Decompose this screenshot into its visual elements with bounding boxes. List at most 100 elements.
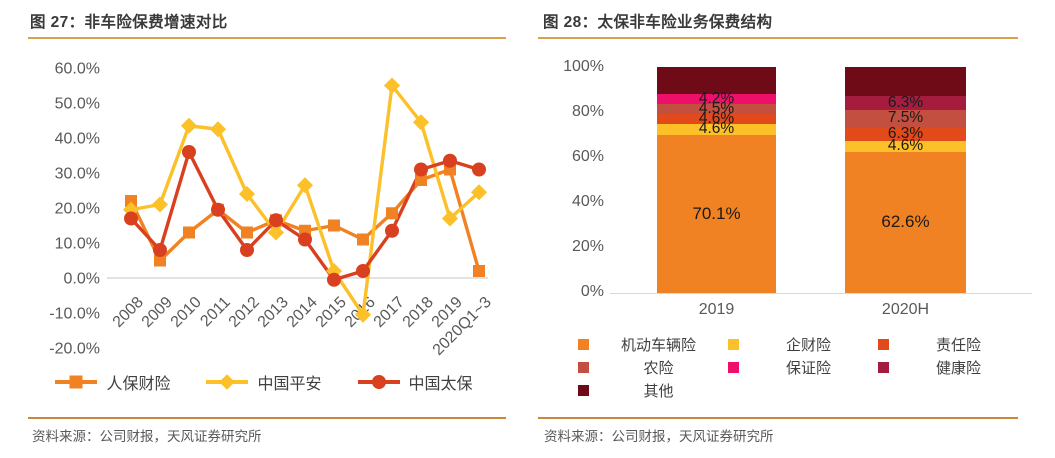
line-chart-legend: 人保财险 中国平安 中国太保 — [0, 370, 528, 394]
x-axis-tick-label: 2020H — [881, 301, 930, 318]
bar-segment — [657, 124, 776, 135]
legend-label: 健康险 — [935, 360, 981, 377]
bar-segment — [845, 126, 966, 142]
legend-label: 机动车辆险 — [620, 337, 696, 354]
legend-swatch-icon — [878, 339, 889, 350]
segment-data-label: 6.3% — [887, 125, 924, 143]
y-axis-tick-label: 60.0% — [55, 61, 100, 78]
data-point-marker — [153, 243, 167, 257]
segment-data-label: 4.5% — [698, 99, 735, 117]
data-point-marker — [472, 162, 486, 177]
data-point-marker — [328, 219, 340, 232]
data-point-marker — [414, 162, 428, 177]
y-axis-tick-label: 10.0% — [55, 236, 100, 253]
legend-swatch-icon — [728, 339, 739, 350]
x-axis-tick-label: 2011 — [197, 294, 233, 330]
y-axis-tick-label: 40% — [571, 193, 604, 210]
legend-item: 健康险 — [878, 357, 1028, 378]
figure-28-source-note: 资料来源：公司财报，天风证券研究所 — [544, 429, 774, 444]
bar-segment — [657, 94, 776, 104]
y-axis-tick-label: 0% — [580, 283, 604, 300]
data-point-marker — [296, 177, 314, 194]
bar-segment — [657, 103, 776, 114]
data-point-marker — [124, 211, 138, 226]
data-point-marker — [151, 196, 169, 213]
x-axis-tick-label: 2015 — [313, 294, 350, 331]
figure-27-source-note: 资料来源：公司财报，天风证券研究所 — [32, 429, 262, 444]
y-axis-tick-label: 60% — [571, 148, 604, 165]
y-axis-tick-label: 20.0% — [55, 201, 100, 218]
figure-27-title: 图 27：非车险保费增速对比 — [30, 14, 228, 31]
segment-data-label: 6.3% — [887, 93, 924, 111]
bar-chart-legend: 机动车辆险 企财险 责任险 农险 保证险 健康险 其他 — [578, 334, 1028, 401]
data-point-marker — [267, 224, 285, 241]
x-axis-tick-label: 2008 — [110, 294, 147, 331]
x-axis-tick-label: 2014 — [284, 294, 321, 331]
segment-data-label: 70.1% — [692, 203, 741, 223]
bar-chart-baseline — [610, 292, 1032, 294]
segment-data-label: 4.6% — [887, 137, 924, 155]
data-point-marker — [412, 114, 430, 131]
legend-swatch-icon — [878, 362, 889, 373]
segment-data-label: 4.6% — [698, 120, 735, 138]
series-line — [129, 83, 481, 317]
data-point-marker — [441, 210, 459, 227]
y-axis-tick-label: 80% — [571, 103, 604, 120]
legend-marker-line — [55, 375, 98, 389]
data-point-marker — [183, 226, 195, 239]
line-chart: 60.0% 50.0% 40.0% 30.0% 20.0% 10.0% 0.0% -10.0%… — [49, 61, 495, 359]
figure-28-source-divider — [538, 417, 1018, 419]
legend-swatch-icon — [728, 362, 739, 373]
data-point-marker — [180, 117, 198, 134]
y-axis-tick-label: 50.0% — [55, 96, 100, 113]
x-axis-tick-label: 2009 — [139, 294, 176, 331]
figure-27-panel: 图 27：非车险保费增速对比 60.0% 50.0% 40.0% 30.0% 20.0%… — [0, 14, 528, 444]
bar-segment — [657, 134, 776, 293]
legend-item: 中国平安 — [206, 370, 322, 394]
x-axis-tick-label: 2019 — [698, 301, 735, 318]
legend-label: 中国太保 — [408, 376, 473, 393]
data-point-marker — [298, 232, 312, 247]
y-axis-tick-label: 20% — [571, 238, 604, 255]
segment-data-label: 62.6% — [881, 212, 930, 232]
figure-27-source-divider — [28, 417, 506, 419]
y-axis-tick-label: 100% — [563, 58, 604, 75]
legend-item: 责任险 — [878, 334, 1028, 355]
legend-label: 人保财险 — [106, 376, 171, 393]
data-point-marker — [125, 195, 137, 207]
data-point-marker — [354, 306, 372, 323]
data-point-marker — [240, 243, 254, 257]
figure-28-title-underline — [538, 37, 1018, 39]
legend-item: 机动车辆险 — [578, 334, 728, 355]
legend-marker-square-icon — [69, 375, 83, 389]
data-point-marker — [211, 202, 225, 217]
bar-segment — [845, 95, 966, 110]
legend-label: 企财险 — [785, 337, 831, 354]
legend-swatch-icon — [578, 385, 589, 396]
data-point-marker — [356, 264, 370, 278]
legend-marker-circle-icon — [371, 375, 386, 389]
y-axis-tick-label: 30.0% — [55, 166, 100, 183]
legend-marker-line — [357, 375, 400, 389]
segment-data-label: 4.6% — [698, 109, 735, 127]
segment-data-label: 7.5% — [887, 109, 924, 127]
legend-label: 农险 — [643, 360, 674, 377]
figure-28-title: 图 28：太保非车险业务保费结构 — [543, 14, 773, 31]
x-axis-tick-label: 2018 — [400, 294, 437, 331]
bar-segment — [657, 113, 776, 125]
bar-segment — [845, 109, 966, 127]
data-point-marker — [357, 233, 369, 246]
legend-label: 中国平安 — [257, 376, 322, 393]
y-axis-tick-label: -20.0% — [49, 341, 100, 358]
figure-28-panel: 图 28：太保非车险业务保费结构 100% 80% 60% 40% 20% 0% 70.1… — [528, 0, 1055, 458]
data-point-marker — [473, 265, 485, 277]
bar-segment — [845, 151, 966, 293]
x-axis-tick-label: 2017 — [371, 294, 408, 331]
data-point-marker — [182, 145, 196, 159]
legend-label: 其他 — [643, 383, 674, 400]
stacked-bar-chart: 70.1% 4.6% 4.6% 4.5% 4.2% 62.6% 4.6% 6.3% 7.5% 6.… — [610, 67, 1032, 294]
y-axis-tick-label: -10.0% — [49, 306, 100, 323]
x-axis-tick-label: 2010 — [168, 294, 205, 331]
bar-segment — [657, 67, 776, 95]
